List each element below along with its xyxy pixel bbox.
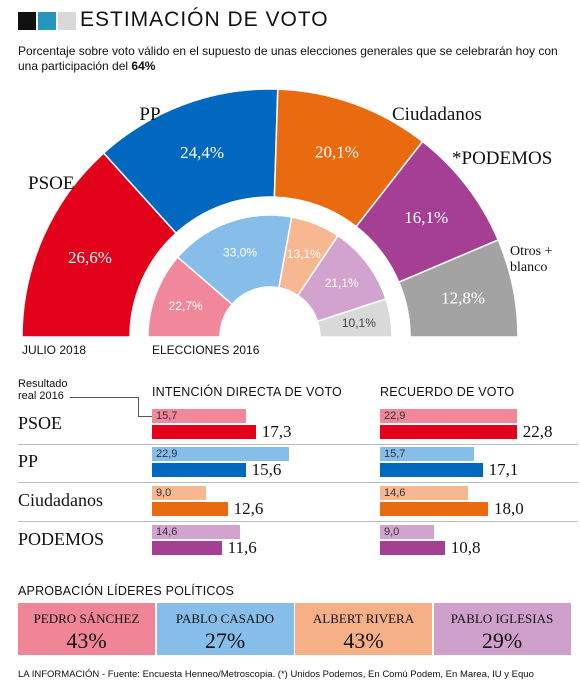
recall-bar-estimate-podemos bbox=[380, 541, 445, 555]
party-label-ciudadanos: Ciudadanos bbox=[18, 490, 103, 510]
direct-bar-real-pp: 22,9 bbox=[152, 447, 290, 461]
recall-bar-estimate-ciudadanos bbox=[380, 502, 488, 516]
subtitle-text: Porcentaje sobre voto válido en el supue… bbox=[18, 44, 558, 73]
outer-party-label-pp: PP bbox=[139, 104, 160, 125]
leaders-heading: APROBACIÓN LÍDERES POLÍTICOS bbox=[18, 584, 235, 598]
recall-value-real-podemos: 9,0 bbox=[384, 526, 400, 538]
outer-value-ciudadanos: 20,1% bbox=[315, 143, 359, 162]
real-2016-leader-v bbox=[138, 397, 139, 417]
outer-ring-caption: JULIO 2018 bbox=[22, 343, 87, 357]
outer-party-label-ciudadanos: Ciudadanos bbox=[392, 104, 482, 125]
subtitle: Porcentaje sobre voto válido en el supue… bbox=[18, 44, 573, 74]
recall-value-real-pp: 15,7 bbox=[384, 448, 406, 460]
direct-bar-estimate-ciudadanos bbox=[152, 502, 228, 516]
outer-party-label-otros: Otros + blanco bbox=[510, 244, 553, 275]
direct-bar-real-podemos: 14,6 bbox=[152, 525, 240, 539]
recall-bar-estimate-psoe bbox=[380, 425, 517, 439]
recall-value-real-ciudadanos: 14,6 bbox=[384, 487, 406, 499]
outer-value-podemos: 16,1% bbox=[404, 208, 448, 227]
inner-ring-caption: ELECCIONES 2016 bbox=[152, 343, 260, 357]
recall-value-estimate-psoe: 22,8 bbox=[522, 422, 553, 441]
direct-bar-real-ciudadanos: 9,0 bbox=[152, 486, 206, 500]
page-title: ESTIMACIÓN DE VOTO bbox=[80, 8, 329, 31]
row-divider bbox=[18, 521, 578, 522]
outer-value-otros: 12,8% bbox=[441, 289, 485, 308]
direct-vote-heading: INTENCIÓN DIRECTA DE VOTO bbox=[152, 385, 342, 399]
leader-approval-value: 29% bbox=[481, 628, 523, 653]
leader-approval-value: 43% bbox=[66, 628, 107, 653]
party-label-podemos: PODEMOS bbox=[18, 529, 105, 549]
leader-approval-value: 27% bbox=[204, 628, 246, 653]
inner-value-podemos: 21,1% bbox=[325, 276, 359, 290]
subtitle-participation: 64% bbox=[131, 59, 156, 73]
real-2016-leader-h bbox=[70, 397, 138, 398]
party-label-pp: PP bbox=[18, 451, 39, 471]
recall-bar-real-pp: 15,7 bbox=[380, 447, 475, 461]
header-square-blue bbox=[38, 12, 56, 30]
recall-vote-heading: RECUERDO DE VOTO bbox=[380, 385, 515, 399]
outer-value-psoe: 26,6% bbox=[68, 248, 112, 267]
direct-bar-estimate-psoe bbox=[152, 425, 256, 439]
leader-card-pedro-sanchez: PEDRO SÁNCHEZ 43% bbox=[18, 603, 155, 655]
inner-slice-pp bbox=[176, 214, 293, 306]
recall-value-estimate-ciudadanos: 18,0 bbox=[494, 499, 524, 518]
direct-bar-real-psoe: 15,7 bbox=[152, 409, 247, 423]
row-divider bbox=[18, 444, 578, 445]
recall-bar-real-psoe: 22,9 bbox=[380, 409, 518, 423]
direct-value-estimate-ciudadanos: 12,6 bbox=[233, 499, 264, 518]
inner-value-ciudadanos: 13,1% bbox=[287, 247, 321, 261]
direct-value-estimate-pp: 15,6 bbox=[251, 460, 282, 479]
leader-card-albert-rivera: ALBERT RIVERA 43% bbox=[295, 603, 432, 655]
leader-approval-value: 43% bbox=[343, 628, 384, 653]
leader-card-pablo-casado: PABLO CASADO 27% bbox=[156, 603, 294, 655]
outer-party-label-podemos: *PODEMOS bbox=[452, 148, 552, 169]
direct-value-estimate-podemos: 11,6 bbox=[227, 538, 257, 557]
recall-bar-real-podemos: 9,0 bbox=[380, 525, 434, 539]
leader-name: PABLO CASADO bbox=[175, 611, 275, 626]
direct-bar-estimate-podemos bbox=[152, 541, 222, 555]
direct-value-real-podemos: 14,6 bbox=[156, 526, 178, 538]
recall-value-estimate-podemos: 10,8 bbox=[450, 538, 481, 557]
direct-value-real-ciudadanos: 9,0 bbox=[156, 487, 172, 499]
outer-party-label-psoe: PSOE bbox=[28, 173, 74, 194]
recall-value-real-psoe: 22,9 bbox=[384, 410, 406, 422]
outer-slice-otros bbox=[397, 238, 519, 338]
semicircle-donut-chart: 26,6% 24,4% 20,1% 16,1% 12,8% 22,7% 33,0% 13,1%… bbox=[21, 88, 553, 338]
source-note: LA INFORMACIÓN - Fuente: Encuesta Henneo… bbox=[18, 669, 534, 680]
inner-value-psoe: 22,7% bbox=[169, 299, 203, 313]
inner-slice-otros bbox=[316, 297, 393, 338]
real-2016-leader-end bbox=[138, 416, 152, 417]
direct-value-estimate-psoe: 17,3 bbox=[261, 422, 292, 441]
recall-value-estimate-pp: 17,1 bbox=[488, 460, 519, 479]
header-square-black bbox=[18, 12, 36, 30]
real-2016-label: Resultado real 2016 bbox=[18, 378, 68, 402]
inner-value-otros: 10,1% bbox=[342, 316, 376, 330]
leader-name: PEDRO SÁNCHEZ bbox=[33, 611, 140, 626]
row-divider bbox=[18, 482, 578, 483]
leader-name: PABLO IGLESIAS bbox=[450, 611, 554, 626]
leader-card-pablo-iglesias: PABLO IGLESIAS 29% bbox=[433, 603, 571, 655]
direct-value-real-pp: 22,9 bbox=[156, 448, 178, 460]
direct-bar-estimate-pp bbox=[152, 463, 246, 477]
direct-value-real-psoe: 15,7 bbox=[156, 410, 178, 422]
inner-value-pp: 33,0% bbox=[223, 245, 257, 259]
recall-bar-real-ciudadanos: 14,6 bbox=[380, 486, 468, 500]
header-square-grey bbox=[58, 12, 76, 30]
recall-bar-estimate-pp bbox=[380, 463, 483, 477]
party-label-psoe: PSOE bbox=[18, 413, 63, 433]
outer-value-pp: 24,4% bbox=[180, 143, 224, 162]
leader-name: ALBERT RIVERA bbox=[312, 611, 415, 626]
